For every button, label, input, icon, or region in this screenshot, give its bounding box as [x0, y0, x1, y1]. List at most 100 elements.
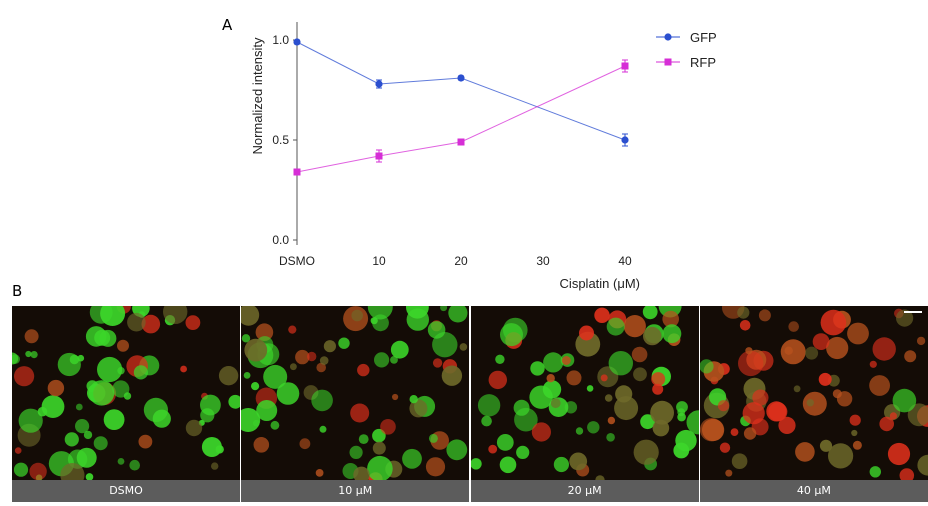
cell-spot — [780, 339, 806, 365]
cell-spot — [737, 350, 764, 377]
cell-spot — [812, 333, 830, 350]
cell-spot — [731, 453, 748, 469]
cell-spot — [406, 308, 430, 331]
legend-label-rfp: RFP — [690, 55, 716, 70]
cell-spot — [784, 346, 793, 355]
cell-spot — [256, 400, 278, 421]
cell-spot — [103, 409, 125, 430]
cell-spot — [367, 455, 393, 480]
data-point-gfp — [293, 38, 301, 46]
data-point-rfp — [293, 168, 301, 176]
cell-spot — [642, 306, 658, 320]
cell-spot — [743, 427, 757, 440]
cell-spot — [662, 324, 681, 344]
cell-spot — [218, 366, 239, 386]
cell-spot — [632, 367, 647, 382]
cell-spot — [553, 456, 569, 473]
data-point-rfp — [621, 62, 629, 70]
cell-spot — [699, 359, 714, 374]
cell-spot — [496, 434, 514, 451]
cell-spot — [253, 437, 270, 453]
micrograph-image — [12, 306, 240, 480]
cell-spot — [892, 388, 917, 413]
cell-spot — [117, 339, 129, 352]
cell-spot — [391, 340, 409, 359]
cell-spot — [529, 361, 545, 376]
x-axis-title: Cisplatin (μM) — [560, 276, 640, 291]
cell-spot — [244, 338, 268, 362]
cell-spot — [353, 466, 370, 480]
cell-spot — [315, 469, 324, 477]
cell-spot — [97, 356, 123, 383]
cell-spot — [564, 401, 577, 414]
cell-spot — [270, 420, 280, 430]
cell-spot — [470, 458, 482, 470]
cell-spot — [819, 439, 832, 452]
cell-spot — [357, 363, 370, 377]
cell-spot — [41, 395, 65, 418]
cell-spot — [433, 358, 443, 368]
cell-spot — [380, 419, 397, 435]
cell-spot — [879, 416, 894, 432]
cell-spot — [794, 442, 815, 462]
cell-spot — [633, 439, 659, 465]
cell-spot — [76, 447, 97, 468]
legend-marker-rfp — [664, 58, 672, 66]
cell-spot — [806, 399, 814, 407]
cell-spot — [575, 427, 583, 435]
cell-spot — [185, 315, 201, 330]
cell-spot — [542, 352, 563, 373]
cell-spot — [29, 462, 47, 480]
cell-spot — [887, 442, 910, 466]
cell-spot — [832, 389, 842, 399]
cell-spot — [899, 468, 914, 480]
cell-spot — [745, 347, 753, 355]
cell-spot — [359, 434, 369, 444]
cell-spot — [402, 448, 423, 469]
series-line-gfp — [296, 41, 626, 141]
cell-spot — [849, 414, 861, 426]
cell-spot — [600, 374, 608, 382]
y-tick-label: 0.5 — [272, 133, 289, 147]
micrograph-caption: DSMO — [12, 480, 240, 502]
cell-spot — [117, 367, 125, 375]
cell-spot — [319, 425, 327, 433]
series-gfp — [293, 38, 629, 147]
cell-spot — [561, 356, 571, 365]
cell-spot — [642, 326, 661, 346]
micrograph-panel: 40 μM — [699, 306, 928, 502]
cell-spot — [494, 354, 505, 364]
cell-spot — [676, 412, 686, 422]
cell-spot — [778, 416, 796, 434]
x-tick-label: 20 — [454, 254, 468, 268]
cell-spot — [253, 419, 260, 427]
cell-spot — [568, 452, 587, 471]
micrograph-strip: DSMO 10 μM 20 μM 40 μM — [12, 306, 928, 502]
cell-spot — [480, 415, 492, 427]
cell-spot — [374, 352, 390, 368]
x-tick-label: 30 — [536, 254, 550, 268]
cell-spot — [18, 408, 43, 433]
cell-spot — [370, 317, 379, 325]
cell-spot — [846, 322, 869, 345]
cell-spot — [47, 379, 65, 397]
legend-marker-gfp — [664, 33, 672, 41]
cell-spot — [24, 329, 39, 344]
cell-spot — [586, 385, 593, 392]
cell-spot — [546, 374, 555, 383]
cell-spot — [251, 382, 260, 391]
cell-spot — [917, 454, 928, 476]
cell-spot — [515, 445, 529, 459]
cell-spot — [623, 315, 646, 338]
cell-spot — [112, 380, 130, 398]
cell-spot — [320, 356, 329, 365]
cell-spot — [531, 422, 551, 442]
cell-spot — [752, 389, 769, 406]
micrograph-image — [699, 306, 928, 480]
micrograph-image — [470, 306, 699, 480]
micrograph-panel: 20 μM — [470, 306, 699, 502]
cell-spot — [758, 309, 771, 322]
cell-spot — [25, 350, 32, 358]
cell-spot — [499, 456, 516, 474]
cell-spot — [138, 434, 153, 449]
